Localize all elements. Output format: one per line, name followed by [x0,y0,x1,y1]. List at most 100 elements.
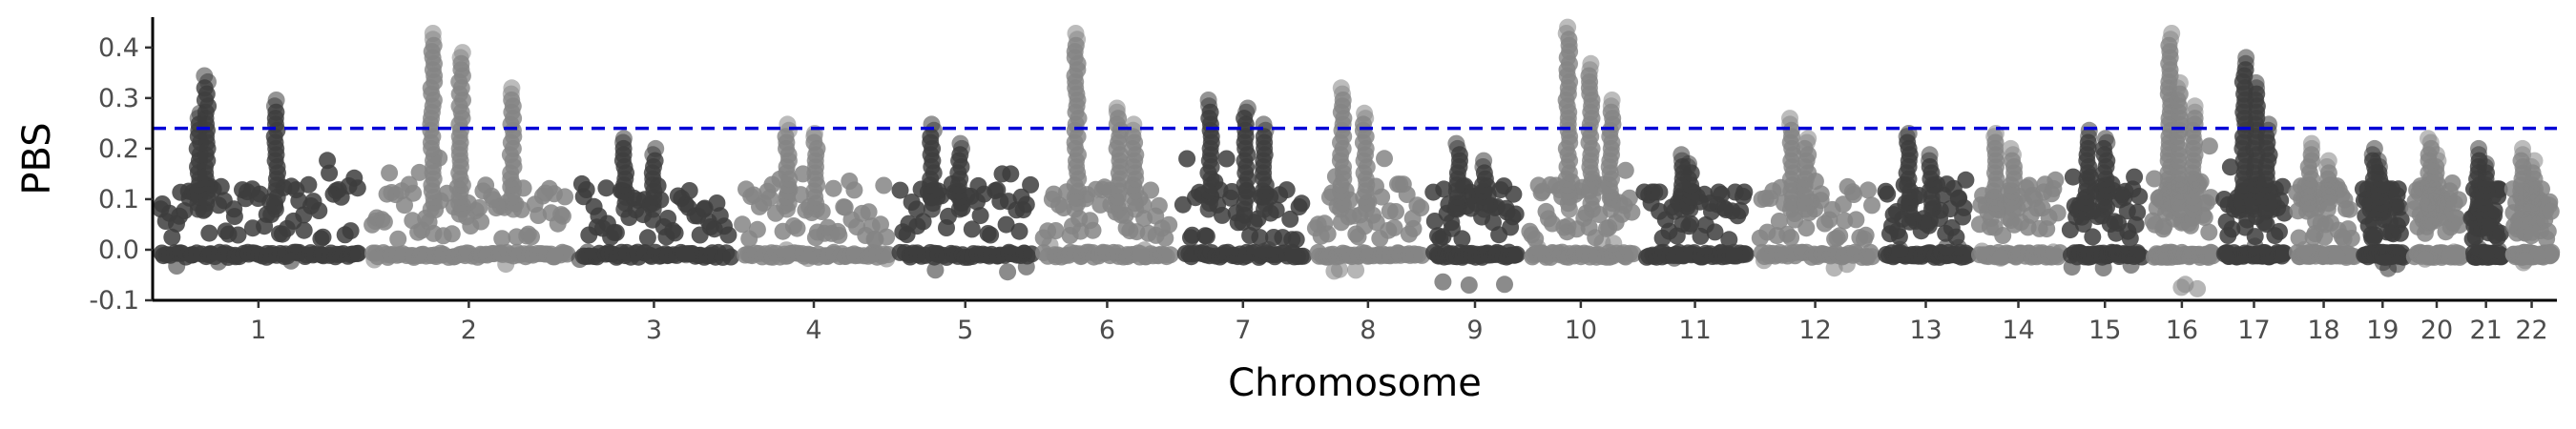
data-point [2215,245,2233,262]
data-point [497,255,515,274]
data-point [1332,79,1350,97]
data-point [2525,152,2544,170]
chromosome-21-points [2462,139,2510,266]
data-point [2171,73,2189,92]
data-point [1720,231,1738,249]
data-point [365,251,384,269]
data-point [267,92,285,109]
data-point [830,226,848,244]
data-point [1010,222,1028,240]
data-point [1125,115,1143,133]
data-point [1825,259,1843,277]
data-point [788,219,806,237]
data-point [2246,237,2264,255]
data-point [1859,181,1877,199]
data-point [1287,231,1305,249]
data-point [1921,146,1939,164]
data-point [1022,175,1040,194]
data-point [1994,227,2012,244]
data-point [1347,261,1365,279]
data-point [2121,230,2139,248]
data-point [1017,195,1035,214]
data-point [1435,180,1453,198]
data-point [760,189,779,207]
data-point [2130,187,2149,205]
data-point [878,228,896,246]
data-point [2186,97,2204,115]
data-point [1732,202,1750,219]
data-point [1284,245,1302,263]
data-point [1150,196,1168,214]
data-point [1605,235,1623,253]
data-point [607,224,625,241]
x-axis-ticks: 1 2 3 4 5 6 7 8 9 10 11 12 13 14 15 16 17 18 19 20 21 22 [250,300,2548,345]
data-point [1735,183,1754,201]
data-point [926,261,945,279]
chromosome-4-points [734,115,898,268]
x-tick-label: 12 [1798,316,1831,345]
data-point [1156,229,1174,247]
data-point [1507,245,1526,263]
data-point [1255,115,1273,133]
x-tick-label: 6 [1099,316,1115,345]
data-point [1356,104,1374,122]
data-point [2129,203,2147,221]
data-point [2342,230,2360,247]
data-point [1412,199,1430,216]
data-point [1385,218,1403,236]
y-axis-ticks: 0.4 0.3 0.2 0.1 0.0 -0.1 [89,33,153,316]
data-point [1319,225,1337,243]
data-point [2543,246,2560,264]
chromosome-9-points [1424,134,1526,294]
x-tick-label: 4 [805,316,821,345]
data-point [2416,250,2434,268]
data-point [1857,226,1875,244]
data-point [2542,202,2560,220]
data-point [1197,227,1215,245]
x-tick-label: 21 [2469,316,2502,345]
chromosome-19-points [2354,139,2413,277]
data-point [2274,177,2292,195]
data-point [1174,195,1192,214]
data-point [1847,211,1865,229]
data-point [2061,221,2079,239]
data-point [1682,214,1700,233]
data-point [2388,255,2406,274]
x-tick-label: 3 [646,316,662,345]
data-point [1161,246,1179,264]
data-point [2420,130,2437,148]
data-point [1387,203,1404,220]
data-point [1831,227,1849,245]
data-point [2002,139,2020,157]
data-point [1238,99,1257,117]
data-point [443,225,461,243]
data-point [2445,243,2462,261]
data-point [2063,258,2081,276]
data-point [845,181,863,199]
data-point [1293,194,1311,213]
data-point [914,213,932,231]
data-point [2302,134,2320,153]
data-point [1041,236,1059,254]
data-point [1782,229,1800,247]
data-point [2296,241,2313,258]
data-point [2127,215,2145,234]
x-tick-label: 16 [2166,316,2198,345]
data-point [1890,228,1908,246]
data-point [424,25,442,42]
data-point [1281,210,1299,228]
data-point [2202,189,2220,207]
data-points [152,18,2561,297]
data-point [225,208,243,226]
data-point [951,134,969,153]
data-point [1460,276,1478,294]
y-axis-title: PBS [15,122,59,194]
data-point [1955,198,1973,216]
chromosome-7-points [1174,92,1312,266]
data-point [1623,203,1641,221]
x-tick-label: 17 [2237,316,2270,345]
chromosome-13-points [1877,125,1977,266]
data-point [2046,171,2065,189]
data-point [779,115,797,133]
chromosome-3-points [571,130,739,268]
